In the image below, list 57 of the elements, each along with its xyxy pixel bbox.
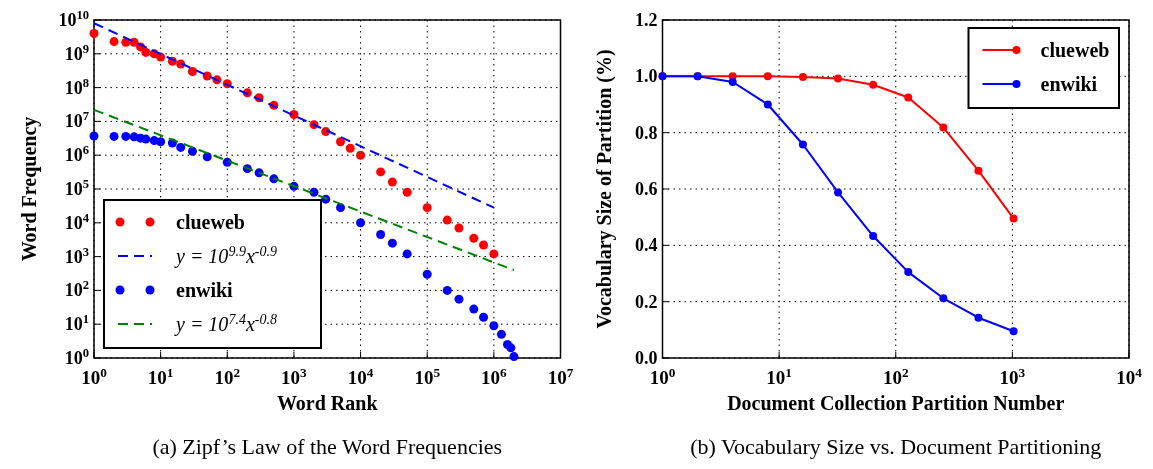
legend-label: y = 10$^{7.4}$x$^{-0.8}$: [174, 311, 277, 336]
y-tick-label: 10$^{7}$: [64, 109, 89, 132]
point: [834, 74, 843, 83]
y-axis-title: Word Frequency: [18, 116, 41, 262]
y-tick-label: 1.0: [635, 66, 658, 87]
y-tick-label: 0.0: [635, 348, 658, 368]
point: [834, 188, 843, 197]
point: [1009, 214, 1018, 223]
point: [1009, 327, 1018, 336]
point: [939, 123, 948, 132]
legend-label: clueweb: [1040, 39, 1110, 61]
point: [728, 77, 737, 86]
point: [763, 100, 772, 109]
x-tick-label: 10$^{3}$: [281, 364, 308, 388]
y-axis-title: Vocabulary Size of Partition (%): [592, 49, 616, 329]
point: [939, 294, 948, 303]
x-tick-label: 10$^{1}$: [147, 364, 174, 388]
point: [974, 313, 983, 322]
point: [904, 93, 913, 102]
x-tick-label: 10$^{2}$: [882, 364, 909, 388]
legend-label: clueweb: [176, 211, 245, 233]
point: [869, 232, 878, 241]
x-tick-label: 10$^{7}$: [547, 364, 574, 388]
legend-label: y = 10$^{9.9}$x$^{-0.9}$: [174, 243, 277, 268]
y-tick-label: 1.2: [635, 10, 658, 30]
x-tick-label: 10$^{4}$: [347, 364, 374, 388]
x-tick-label: 10$^{2}$: [214, 364, 241, 388]
legend-label: enwiki: [1040, 73, 1098, 95]
text: (b) Vocabulary Size vs. Document Partitioning: [690, 434, 1102, 459]
y-tick-label: 0.4: [635, 235, 658, 256]
point: [904, 268, 913, 277]
y-tick-label: 10$^{6}$: [64, 143, 89, 166]
point: [763, 72, 772, 81]
point: [798, 72, 807, 81]
y-tick-label: 10$^{4}$: [64, 210, 90, 233]
x-tick-label: 10$^{3}$: [999, 364, 1026, 388]
x-tick-label: 10$^{4}$: [1116, 364, 1143, 388]
legend-label: enwiki: [176, 279, 234, 301]
point: [869, 80, 878, 89]
x-tick-label: 10$^{6}$: [481, 364, 508, 388]
x-tick-label: 10$^{5}$: [414, 364, 441, 388]
x-tick-label: 10$^{1}$: [766, 364, 792, 388]
y-tick-label: 10$^{5}$: [64, 177, 89, 199]
point: [798, 140, 807, 149]
text: (a) Zipf’s Law of the Word Frequencies: [152, 434, 503, 459]
y-tick-label: 10$^{1}$: [64, 312, 89, 335]
y-tick-label: 10$^{3}$: [64, 244, 89, 267]
x-axis-title: Word Rank: [276, 392, 379, 414]
y-tick-label: 0.2: [635, 291, 658, 312]
y-tick-label: 10$^{9}$: [64, 41, 89, 64]
y-tick-label: 10$^{8}$: [64, 75, 89, 98]
point: [974, 166, 983, 175]
y-tick-label: 0.6: [635, 179, 658, 199]
y-tick-label: 0.8: [635, 122, 658, 143]
y-tick-label: 10$^{2}$: [64, 278, 89, 301]
y-tick-label: 10$^{10}$: [58, 8, 89, 30]
x-axis-title: Document Collection Partition Number: [727, 392, 1065, 414]
